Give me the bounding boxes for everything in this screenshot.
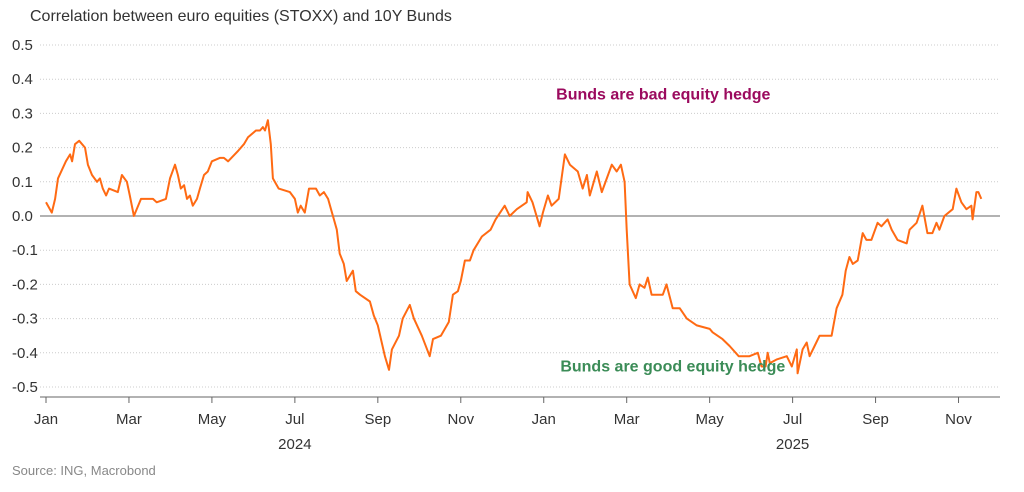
x-tick-label: Jul <box>285 411 304 428</box>
x-tick-label: Jan <box>532 411 556 428</box>
y-tick-label: -0.4 <box>12 345 38 362</box>
x-tick-label: Mar <box>614 411 640 428</box>
x-tick-label: May <box>695 411 724 428</box>
annotation: Bunds are good equity hedge <box>560 359 785 376</box>
x-tick-label: Jul <box>783 411 802 428</box>
y-tick-label: -0.5 <box>12 379 38 396</box>
x-tick-label: Mar <box>116 411 142 428</box>
x-tick-label: Nov <box>447 411 474 428</box>
y-tick-label: -0.1 <box>12 242 38 259</box>
x-tick-label: Nov <box>945 411 972 428</box>
y-tick-label: 0.2 <box>12 140 33 157</box>
y-tick-label: 0.5 <box>12 37 33 54</box>
annotation: Bunds are bad equity hedge <box>556 87 770 104</box>
series-line-correlation <box>45 119 983 375</box>
x-tick-label: May <box>198 411 227 428</box>
y-tick-label: 0.0 <box>12 208 33 225</box>
year-label: 2024 <box>278 436 311 453</box>
year-label: 2025 <box>776 436 809 453</box>
source-note: Source: ING, Macrobond <box>12 463 156 478</box>
y-tick-label: 0.3 <box>12 105 33 122</box>
y-tick-label: -0.3 <box>12 311 38 328</box>
x-tick-label: Sep <box>862 411 889 428</box>
y-tick-label: -0.2 <box>12 276 38 293</box>
x-tick-label: Jan <box>34 411 58 428</box>
x-tick-label: Sep <box>364 411 391 428</box>
chart-title: Correlation between euro equities (STOXX… <box>30 8 452 25</box>
y-tick-label: 0.1 <box>12 174 33 191</box>
y-tick-label: 0.4 <box>12 71 33 88</box>
